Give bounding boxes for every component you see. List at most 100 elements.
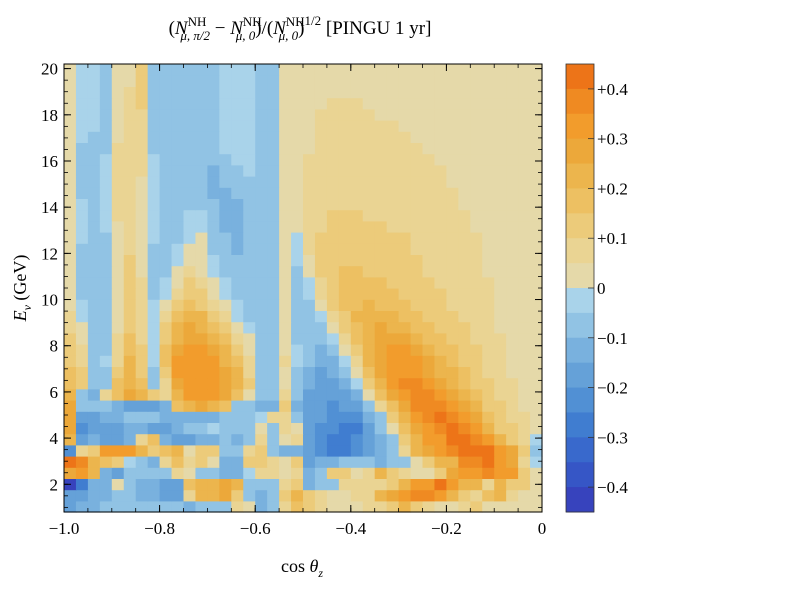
- heatmap-cell: [494, 232, 507, 244]
- heatmap-cell: [64, 433, 77, 446]
- heatmap-cell: [267, 86, 280, 99]
- heatmap-cell: [219, 232, 232, 244]
- heatmap-cell: [207, 377, 220, 390]
- heatmap-cell: [291, 444, 304, 457]
- heatmap-cell: [219, 198, 232, 211]
- heatmap-cell: [267, 467, 280, 479]
- heatmap-cell: [314, 131, 328, 143]
- heatmap-cell: [398, 355, 412, 367]
- heatmap-cell: [183, 456, 197, 468]
- heatmap-cell: [64, 388, 77, 401]
- heatmap-cell: [195, 310, 208, 323]
- heatmap-cell: [506, 366, 519, 379]
- heatmap-cell: [398, 433, 412, 446]
- heatmap-cell: [195, 467, 208, 479]
- heatmap-cell: [243, 344, 256, 356]
- heatmap-cell: [386, 400, 400, 412]
- heatmap-cell: [494, 377, 507, 390]
- heatmap-cell: [518, 377, 531, 390]
- heatmap-cell: [422, 108, 436, 121]
- heatmap-cell: [147, 422, 161, 435]
- heatmap-cell: [314, 411, 328, 423]
- heatmap-cell: [446, 355, 459, 367]
- heatmap-cell: [159, 388, 173, 401]
- heatmap-cell: [386, 321, 400, 334]
- heatmap-cell: [326, 344, 340, 356]
- heatmap-cell: [314, 500, 328, 513]
- heatmap-cell: [267, 388, 280, 401]
- heatmap-cell: [111, 97, 125, 110]
- heatmap-cell: [243, 97, 256, 110]
- heatmap-cell: [470, 220, 483, 233]
- heatmap-cell: [64, 254, 77, 267]
- heatmap-cell: [446, 254, 459, 267]
- heatmap-cell: [147, 108, 161, 121]
- heatmap-cell: [410, 456, 424, 468]
- heatmap-cell: [111, 400, 125, 412]
- heatmap-cell: [398, 120, 412, 132]
- heatmap-cell: [338, 377, 352, 390]
- heatmap-cell: [350, 388, 364, 401]
- heatmap-cell: [195, 433, 208, 446]
- heatmap-cell: [374, 64, 388, 76]
- heatmap-cell: [219, 97, 232, 110]
- heatmap-cell: [87, 220, 101, 233]
- heatmap-cell: [147, 209, 161, 222]
- heatmap-cell: [410, 220, 424, 233]
- heatmap-cell: [518, 456, 531, 468]
- heatmap-cell: [255, 377, 268, 390]
- heatmap-cell: [87, 276, 101, 289]
- heatmap-cell: [231, 198, 244, 211]
- heatmap-cell: [446, 86, 459, 99]
- heatmap-cell: [326, 422, 340, 435]
- heatmap-cell: [267, 288, 280, 300]
- heatmap-cell: [362, 265, 376, 278]
- heatmap-cell: [279, 75, 292, 87]
- heatmap-cell: [183, 265, 197, 278]
- heatmap-cell: [506, 344, 519, 356]
- heatmap-cell: [231, 478, 244, 491]
- heatmap-cell: [518, 220, 531, 233]
- heatmap-cell: [75, 467, 89, 479]
- heatmap-cell: [231, 489, 244, 502]
- heatmap-cell: [350, 500, 364, 513]
- heatmap-cell: [64, 500, 77, 513]
- heatmap-cell: [362, 220, 376, 233]
- heatmap-cell: [195, 142, 208, 155]
- heatmap-cell: [422, 388, 436, 401]
- heatmap-cell: [326, 467, 340, 479]
- heatmap-cell: [470, 400, 483, 412]
- heatmap-cell: [434, 153, 447, 166]
- heatmap-cell: [362, 444, 376, 457]
- heatmap-cell: [135, 411, 149, 423]
- heatmap-cell: [99, 86, 113, 99]
- heatmap-cell: [207, 64, 220, 76]
- heatmap-cell: [207, 176, 220, 188]
- heatmap-cell: [482, 456, 495, 468]
- heatmap-cell: [255, 86, 268, 99]
- heatmap-cell: [75, 388, 89, 401]
- heatmap-cell: [75, 176, 89, 188]
- heatmap-cell: [326, 198, 340, 211]
- heatmap-cell: [183, 86, 197, 99]
- heatmap-cell: [303, 288, 316, 300]
- heatmap-cell: [123, 310, 137, 323]
- heatmap-cell: [494, 433, 507, 446]
- heatmap-cell: [183, 131, 197, 143]
- heatmap-cell: [458, 500, 471, 513]
- heatmap-cell: [398, 411, 412, 423]
- heatmap-cell: [207, 489, 220, 502]
- heatmap-cell: [314, 142, 328, 155]
- heatmap-cell: [398, 332, 412, 345]
- heatmap-cell: [530, 75, 543, 87]
- heatmap-cell: [494, 64, 507, 76]
- heatmap-cell: [207, 422, 220, 435]
- heatmap-cell: [87, 411, 101, 423]
- heatmap-cell: [410, 97, 424, 110]
- heatmap-cell: [362, 176, 376, 188]
- heatmap-cell: [123, 411, 137, 423]
- heatmap-cell: [362, 456, 376, 468]
- heatmap-cell: [374, 153, 388, 166]
- heatmap-cell: [314, 254, 328, 267]
- heatmap-cell: [147, 344, 161, 356]
